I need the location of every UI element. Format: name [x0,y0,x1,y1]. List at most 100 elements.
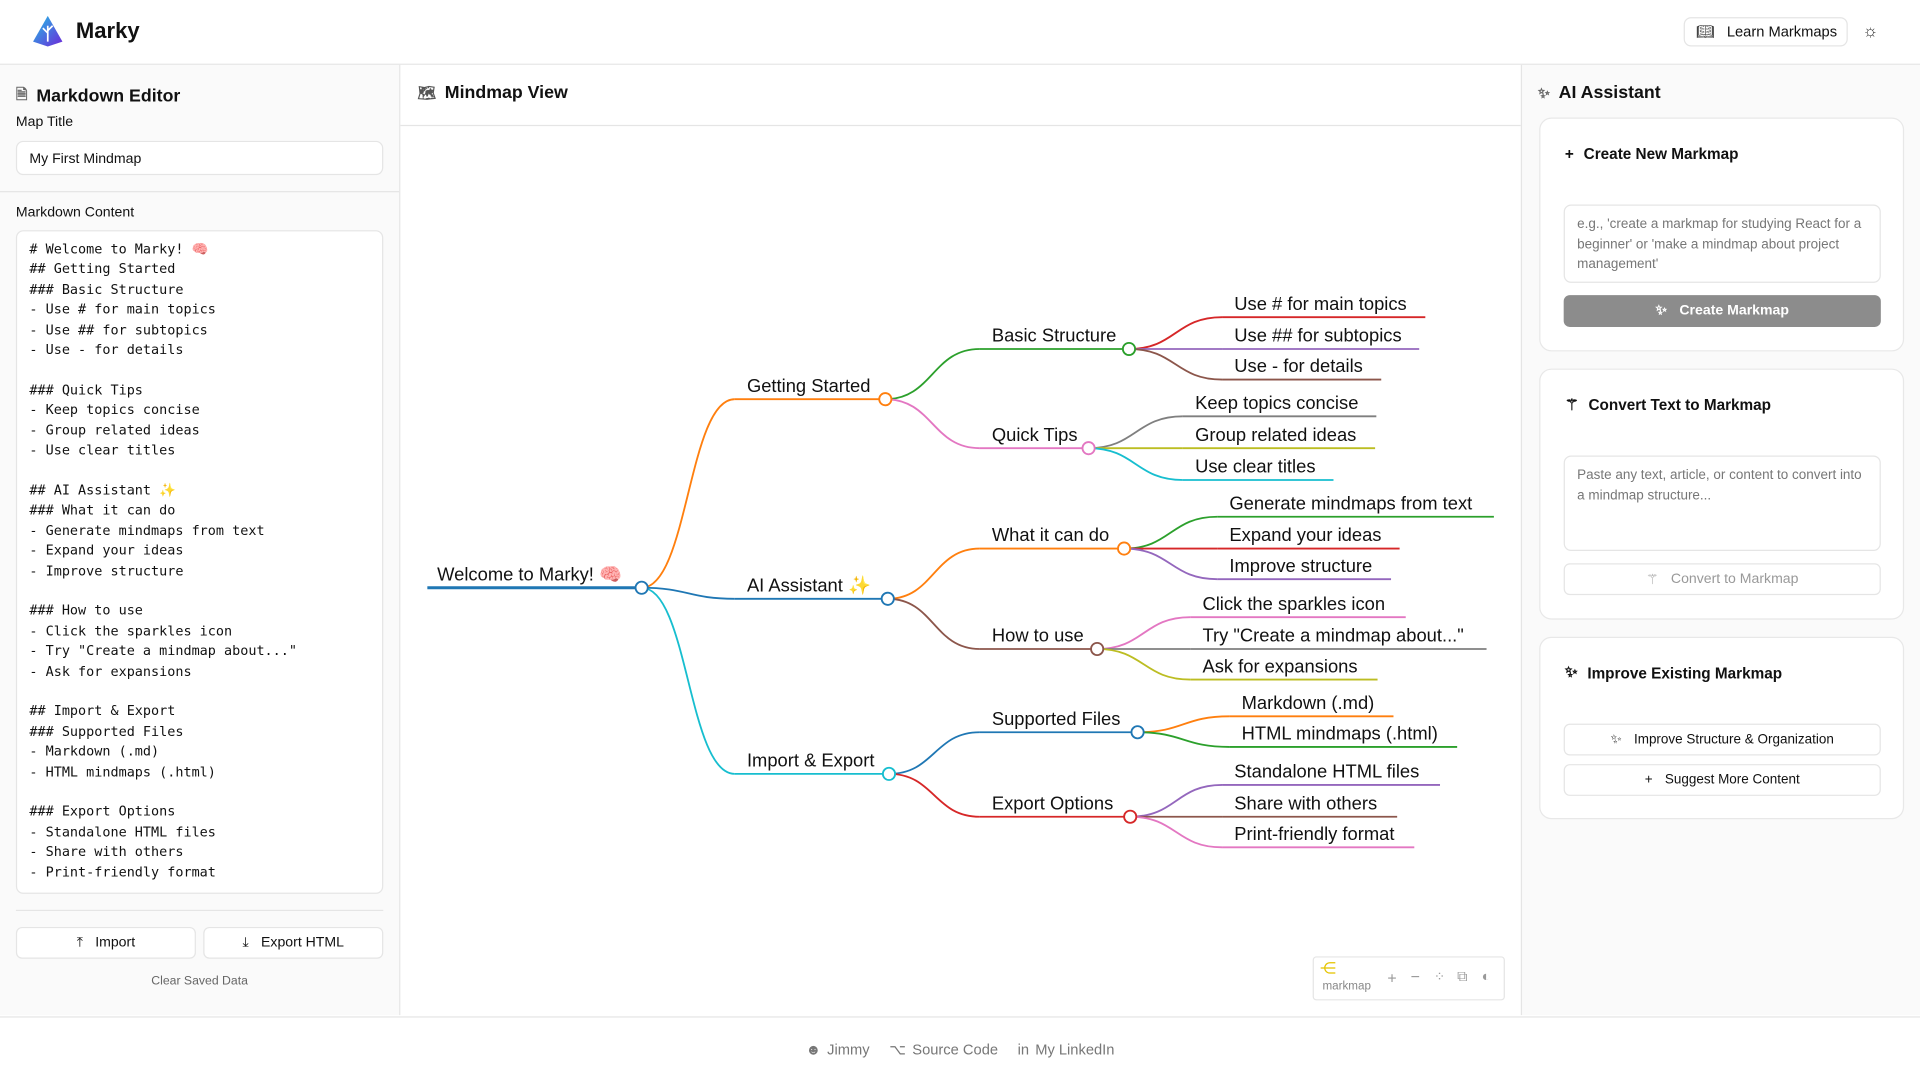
learn-markmaps-button[interactable]: 📖︎ Learn Markmaps [1683,17,1848,47]
fit-window-icon[interactable]: ⁘ [1433,969,1446,985]
convert-text-card: ⚚ Convert Text to Markmap Paste any text,… [1539,368,1905,620]
mindmap-node-toggle[interactable] [878,392,893,407]
mindmap-link [885,348,980,401]
markdown-editor-panel: 🗎 Markdown Editor Map Title My First Min… [0,64,401,1016]
mindmap-node-toggle[interactable] [1130,725,1145,740]
upload-icon: ⤒ [76,934,83,950]
mindmap-node-label[interactable]: Export Options [992,792,1113,813]
improve-structure-button[interactable]: ✨︎ Improve Structure & Organization [1563,723,1881,756]
mindmap-node-label[interactable]: Quick Tips [992,424,1078,445]
mindmap-link [1088,447,1183,481]
export-html-button[interactable]: ⤓ Export HTML [203,926,384,959]
mindmap-node-label[interactable]: Generate mindmaps from text [1229,492,1472,513]
convert-card-title: ⚚ Convert Text to Markmap [1565,396,1771,414]
mindmap-link [1137,715,1230,734]
mindmap-node-toggle[interactable] [1081,441,1096,456]
create-markmap-card: + Create New Markmap e.g., 'create a mark… [1539,117,1905,352]
footer-label: Source Code [912,1040,999,1058]
mindmap-node-label[interactable]: Use - for details [1234,355,1363,376]
mindmap-node-label[interactable]: Use clear titles [1195,456,1315,477]
sparkles-icon: ✨︎ [1610,731,1622,747]
mindmap-node-label[interactable]: HTML mindmaps (.html) [1242,723,1438,744]
sun-icon[interactable]: ☼ [1862,20,1879,41]
toggle-recursive-icon[interactable]: ⧉ [1457,967,1468,985]
mindmap-node-label[interactable]: Use ## for subtopics [1234,325,1401,346]
footer-link-source-code[interactable]: ⌥ Source Code [889,1041,998,1058]
mindmap-node-label[interactable]: AI Assistant ✨ [747,574,871,595]
mindmap-link [1137,731,1230,748]
mindmap-node-label[interactable]: Basic Structure [992,325,1116,346]
mindmap-node-label[interactable]: Ask for expansions [1202,655,1357,676]
mindmap-link [885,398,980,450]
mindmap-node-label[interactable]: Group related ideas [1195,424,1356,445]
mindmap-node-label[interactable]: Welcome to Marky! 🧠 [437,563,622,584]
mindmap-node-label[interactable]: Getting Started [747,375,871,396]
mindmap-node-label[interactable]: Use # for main topics [1234,293,1406,314]
create-title-text: Create New Markmap [1583,145,1739,163]
mindmap-node-label[interactable]: Supported Files [992,708,1121,729]
ai-assistant-panel: ✨︎ AI Assistant + Create New Markmap e.g.… [1520,64,1920,1016]
footer-link-jimmy[interactable]: ☻ Jimmy [806,1041,870,1058]
ai-assistant-header: ✨︎ AI Assistant [1538,83,1661,103]
wand-icon: ⚚ [1564,396,1579,414]
footer-link-linkedin[interactable]: in My LinkedIn [1018,1041,1115,1058]
mindmap-link [641,586,735,775]
mindmap-link [887,547,980,600]
editor-title: Markdown Editor [36,86,181,106]
mindmap-node-label[interactable]: Import & Export [747,750,875,771]
mindmap-node-label[interactable]: Improve structure [1229,555,1372,576]
mindmap-node-toggle[interactable] [1121,341,1137,357]
create-card-title: + Create New Markmap [1565,146,1739,163]
dark-mode-icon[interactable]: ◐ [1481,967,1491,985]
footer-label: Jimmy [827,1040,870,1058]
mindmap-node-label[interactable]: Markdown (.md) [1242,692,1375,713]
improve-card-title: ✨︎ Improve Existing Markmap [1565,664,1782,682]
mindmap-link [1128,316,1223,350]
import-button[interactable]: ⤒ Import [15,926,196,959]
convert-to-markmap-button[interactable]: ⚚ Convert to Markmap [1563,563,1881,596]
mindmap-node-label[interactable]: Share with others [1234,792,1377,813]
mindmap-node-label[interactable]: Keep topics concise [1195,392,1358,413]
divider [15,909,384,912]
mindmap-node-label[interactable]: How to use [992,625,1084,646]
mindmap-node-label[interactable]: Expand your ideas [1229,524,1381,545]
mindmap-canvas[interactable]: Welcome to Marky! 🧠 Getting Started Basic … [400,126,1520,1015]
markdown-content-textarea[interactable]: # Welcome to Marky! 🧠 ## Getting Started… [15,230,384,894]
mindmap-node-toggle[interactable] [880,591,895,606]
convert-title-text: Convert Text to Markmap [1588,396,1772,414]
map-title-input[interactable]: My First Mindmap [15,140,384,176]
zoom-out-icon[interactable]: − [1410,967,1420,986]
create-prompt-textarea[interactable]: e.g., 'create a markmap for studying Rea… [1563,204,1881,283]
convert-text-textarea[interactable]: Paste any text, article, or content to c… [1563,455,1881,552]
import-label: Import [95,935,136,951]
mindmap-node-label[interactable]: Print-friendly format [1234,823,1394,844]
mindmap-node-toggle[interactable] [881,766,897,781]
create-button-label: Create Markmap [1679,303,1789,319]
mindmap-node-label[interactable]: Click the sparkles icon [1202,593,1385,614]
suggest-content-button[interactable]: + Suggest More Content [1563,764,1881,796]
sparkles-icon: ✨︎ [1655,303,1668,318]
download-icon: ⤓ [242,934,249,950]
mindmap-node-toggle[interactable] [1123,809,1138,824]
mindmap-node-label[interactable]: Standalone HTML files [1234,761,1419,782]
mindmap-header: 🗺︎ Mindmap View [418,83,568,103]
clear-saved-data-link[interactable]: Clear Saved Data [151,974,248,989]
app-header: Marky 📖︎ Learn Markmaps ☼ [0,0,1920,65]
mindmap-node-label[interactable]: Try "Create a mindmap about..." [1202,625,1463,646]
mindmap-link [1124,515,1218,550]
footer-label: My LinkedIn [1035,1040,1115,1058]
create-markmap-button[interactable]: ✨︎ Create Markmap [1563,295,1881,327]
linkedin-icon: in [1017,1040,1030,1058]
mindmap-node-label[interactable]: What it can do [992,524,1109,545]
avatar-icon: ☻ [805,1040,822,1058]
markdown-content-label: Markdown Content [15,205,135,221]
mindmap-node-toggle[interactable] [634,580,649,595]
mindmap-node-toggle[interactable] [1117,541,1132,556]
mindmap-link [641,586,735,600]
book-icon: 📖︎ [1695,23,1715,41]
plus-icon: + [1644,772,1653,788]
mindmap-link [641,398,735,589]
zoom-in-icon[interactable]: + [1387,968,1397,987]
mindmap-link [1097,648,1191,681]
mindmap-node-toggle[interactable] [1090,641,1105,657]
